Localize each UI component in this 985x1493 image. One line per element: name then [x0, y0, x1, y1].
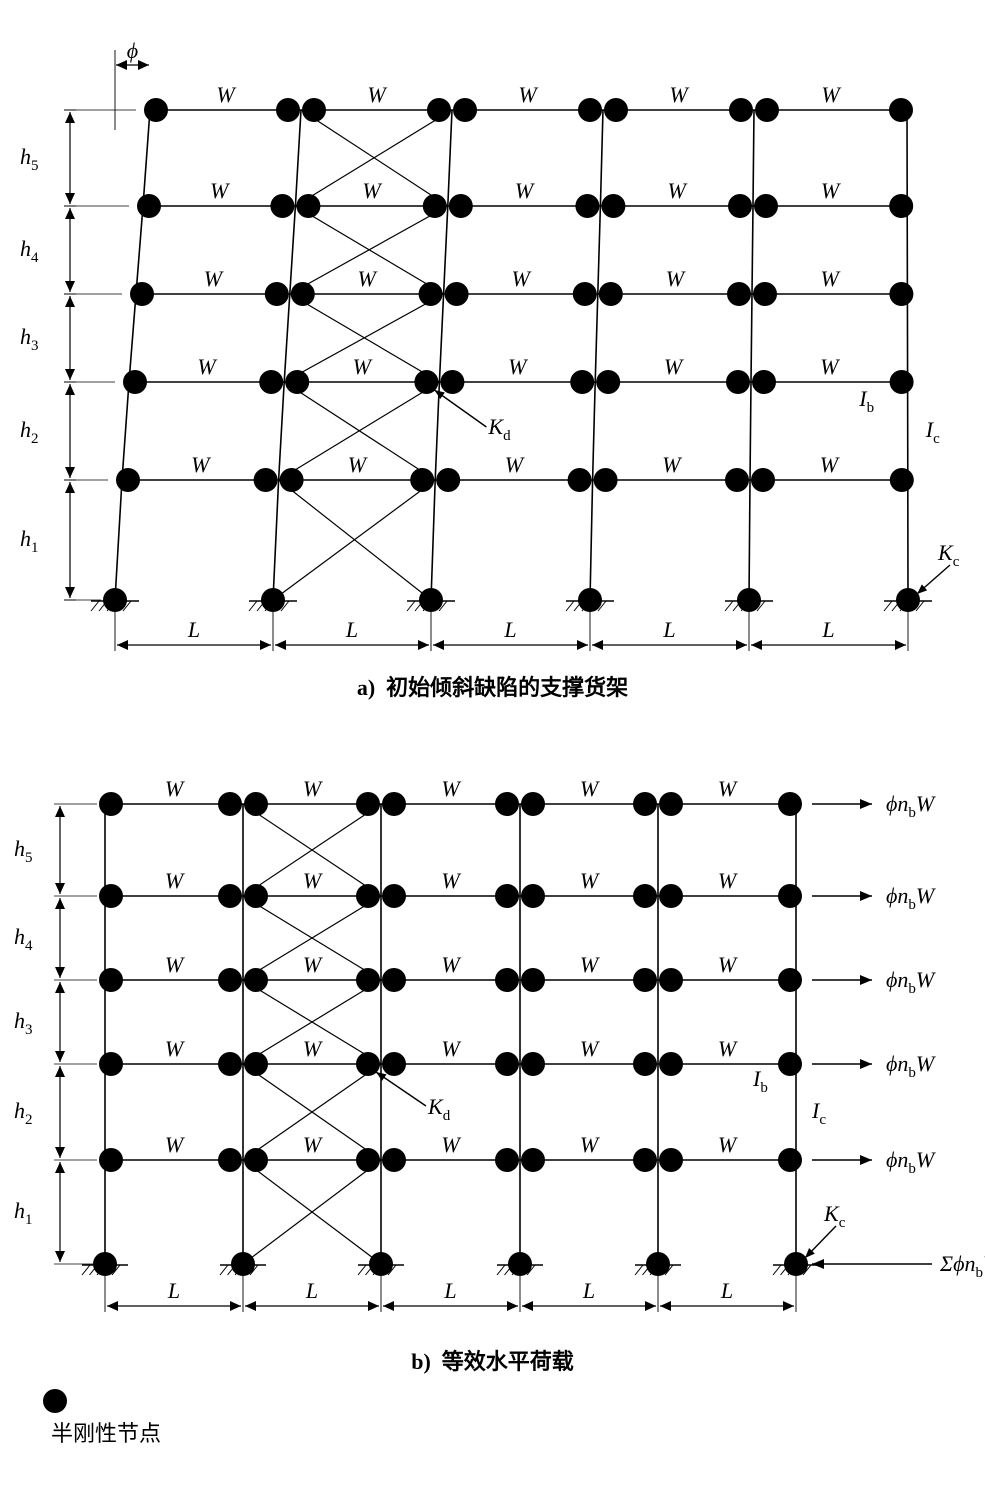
- figure-b-caption-label: b): [411, 1349, 431, 1374]
- svg-text:W: W: [821, 82, 841, 107]
- svg-text:h2: h2: [14, 1098, 33, 1128]
- svg-text:ϕnbW: ϕnbW: [886, 791, 936, 821]
- svg-text:W: W: [303, 1132, 323, 1157]
- svg-text:L: L: [345, 617, 358, 642]
- svg-text:W: W: [580, 776, 600, 801]
- svg-text:Kc: Kc: [937, 540, 960, 570]
- svg-text:W: W: [718, 868, 738, 893]
- svg-text:h5: h5: [20, 144, 39, 174]
- svg-text:W: W: [441, 776, 461, 801]
- svg-text:W: W: [303, 952, 323, 977]
- svg-text:ΣϕnbW: ΣϕnbW: [939, 1251, 985, 1281]
- svg-text:W: W: [441, 868, 461, 893]
- svg-text:W: W: [165, 1132, 185, 1157]
- svg-text:W: W: [820, 354, 840, 379]
- svg-text:W: W: [515, 178, 535, 203]
- figure-a-svg: W W W W W W W W W W W W W W W W W W W W W W W W Wh1 h2 h3 h4 h5 ϕ L L L L…: [0, 0, 985, 670]
- svg-text:W: W: [165, 868, 185, 893]
- svg-text:W: W: [664, 354, 684, 379]
- svg-text:W: W: [518, 82, 538, 107]
- svg-text:W: W: [718, 952, 738, 977]
- legend: 半刚性节点: [0, 1376, 985, 1448]
- svg-text:h2: h2: [20, 417, 39, 447]
- svg-text:L: L: [187, 617, 200, 642]
- svg-text:W: W: [303, 776, 323, 801]
- svg-text:Kc: Kc: [823, 1201, 846, 1231]
- svg-text:W: W: [580, 1036, 600, 1061]
- svg-text:ϕnbW: ϕnbW: [886, 1051, 936, 1081]
- legend-text: 半刚性节点: [51, 1421, 161, 1446]
- svg-text:ϕnbW: ϕnbW: [886, 1147, 936, 1177]
- svg-text:L: L: [443, 1278, 456, 1303]
- svg-text:W: W: [441, 952, 461, 977]
- svg-text:W: W: [197, 354, 217, 379]
- svg-text:W: W: [165, 952, 185, 977]
- svg-text:W: W: [821, 178, 841, 203]
- figure-b-caption-text: 等效水平荷载: [442, 1349, 574, 1374]
- svg-text:Kd: Kd: [487, 414, 511, 444]
- svg-text:W: W: [820, 452, 840, 477]
- svg-text:W: W: [191, 452, 211, 477]
- svg-text:L: L: [662, 617, 675, 642]
- svg-text:W: W: [580, 1132, 600, 1157]
- svg-text:L: L: [720, 1278, 733, 1303]
- svg-text:W: W: [216, 82, 236, 107]
- svg-text:h1: h1: [20, 526, 39, 556]
- svg-text:W: W: [821, 266, 841, 291]
- figure-b-svg: W W W W W W W W W W W W W W W W W W W W W W W W Wh1 h2 h3 h4 h5 L L L L L…: [0, 724, 985, 1344]
- svg-text:W: W: [353, 354, 373, 379]
- svg-text:W: W: [580, 952, 600, 977]
- svg-text:L: L: [503, 617, 516, 642]
- svg-text:Ic: Ic: [811, 1098, 826, 1128]
- svg-text:W: W: [358, 266, 378, 291]
- svg-text:h3: h3: [20, 324, 39, 354]
- svg-text:W: W: [718, 1132, 738, 1157]
- svg-text:W: W: [580, 868, 600, 893]
- svg-text:W: W: [362, 178, 382, 203]
- svg-text:W: W: [204, 266, 224, 291]
- svg-text:h4: h4: [20, 236, 39, 266]
- svg-text:L: L: [305, 1278, 318, 1303]
- svg-text:W: W: [505, 452, 525, 477]
- svg-text:h4: h4: [14, 924, 33, 954]
- svg-text:Ib: Ib: [752, 1066, 768, 1096]
- svg-text:h5: h5: [14, 836, 33, 866]
- svg-text:W: W: [165, 1036, 185, 1061]
- svg-text:ϕ: ϕ: [127, 38, 138, 63]
- svg-text:W: W: [367, 82, 387, 107]
- svg-text:W: W: [512, 266, 532, 291]
- svg-text:W: W: [303, 1036, 323, 1061]
- svg-text:W: W: [508, 354, 528, 379]
- svg-text:W: W: [669, 82, 689, 107]
- figure-a-caption: a) 初始倾斜缺陷的支撑货架: [0, 670, 985, 702]
- svg-text:W: W: [348, 452, 368, 477]
- svg-text:W: W: [441, 1132, 461, 1157]
- svg-text:h3: h3: [14, 1008, 33, 1038]
- svg-text:W: W: [441, 1036, 461, 1061]
- svg-text:Kd: Kd: [427, 1094, 451, 1124]
- svg-text:L: L: [167, 1278, 180, 1303]
- svg-text:ϕnbW: ϕnbW: [886, 883, 936, 913]
- svg-text:ϕnbW: ϕnbW: [886, 967, 936, 997]
- svg-text:L: L: [582, 1278, 595, 1303]
- svg-text:W: W: [718, 1036, 738, 1061]
- svg-text:W: W: [210, 178, 230, 203]
- svg-text:Ic: Ic: [925, 417, 940, 447]
- svg-text:L: L: [821, 617, 834, 642]
- svg-text:W: W: [668, 178, 688, 203]
- svg-text:Ib: Ib: [858, 386, 874, 416]
- svg-text:W: W: [666, 266, 686, 291]
- svg-text:W: W: [718, 776, 738, 801]
- figure-a-caption-text: 初始倾斜缺陷的支撑货架: [386, 675, 628, 700]
- svg-text:W: W: [303, 868, 323, 893]
- figure-b-caption: b) 等效水平荷载: [0, 1344, 985, 1376]
- svg-text:W: W: [662, 452, 682, 477]
- svg-text:h1: h1: [14, 1198, 33, 1228]
- figure-a-caption-label: a): [357, 675, 375, 700]
- svg-text:W: W: [165, 776, 185, 801]
